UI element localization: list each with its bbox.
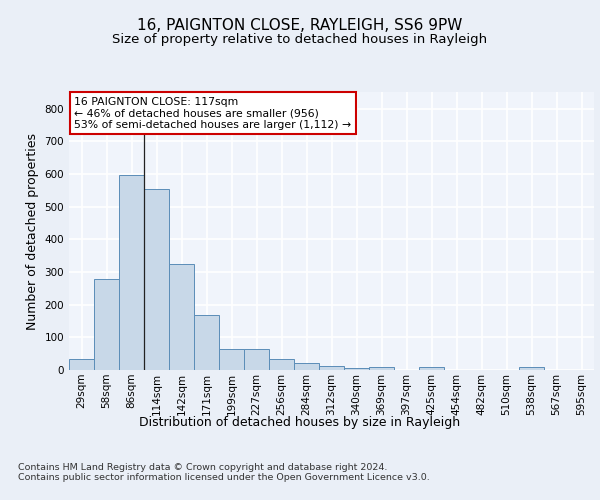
Y-axis label: Number of detached properties: Number of detached properties <box>26 132 39 330</box>
Bar <box>119 175 144 370</box>
Bar <box>419 368 444 370</box>
Bar <box>69 358 94 370</box>
Text: Contains HM Land Registry data © Crown copyright and database right 2024.
Contai: Contains HM Land Registry data © Crown c… <box>18 462 430 482</box>
Bar <box>194 314 219 370</box>
Bar <box>369 366 394 370</box>
Text: Size of property relative to detached houses in Rayleigh: Size of property relative to detached ho… <box>112 32 488 46</box>
Text: 16 PAIGNTON CLOSE: 117sqm
← 46% of detached houses are smaller (956)
53% of semi: 16 PAIGNTON CLOSE: 117sqm ← 46% of detac… <box>74 96 352 130</box>
Bar <box>94 278 119 370</box>
Bar <box>519 368 544 370</box>
Bar <box>169 264 194 370</box>
Text: 16, PAIGNTON CLOSE, RAYLEIGH, SS6 9PW: 16, PAIGNTON CLOSE, RAYLEIGH, SS6 9PW <box>137 18 463 32</box>
Bar <box>244 349 269 370</box>
Bar <box>294 364 319 370</box>
Bar <box>319 366 344 370</box>
Bar <box>344 368 369 370</box>
Bar <box>144 190 169 370</box>
Bar <box>269 358 294 370</box>
Bar <box>219 349 244 370</box>
Text: Distribution of detached houses by size in Rayleigh: Distribution of detached houses by size … <box>139 416 461 429</box>
